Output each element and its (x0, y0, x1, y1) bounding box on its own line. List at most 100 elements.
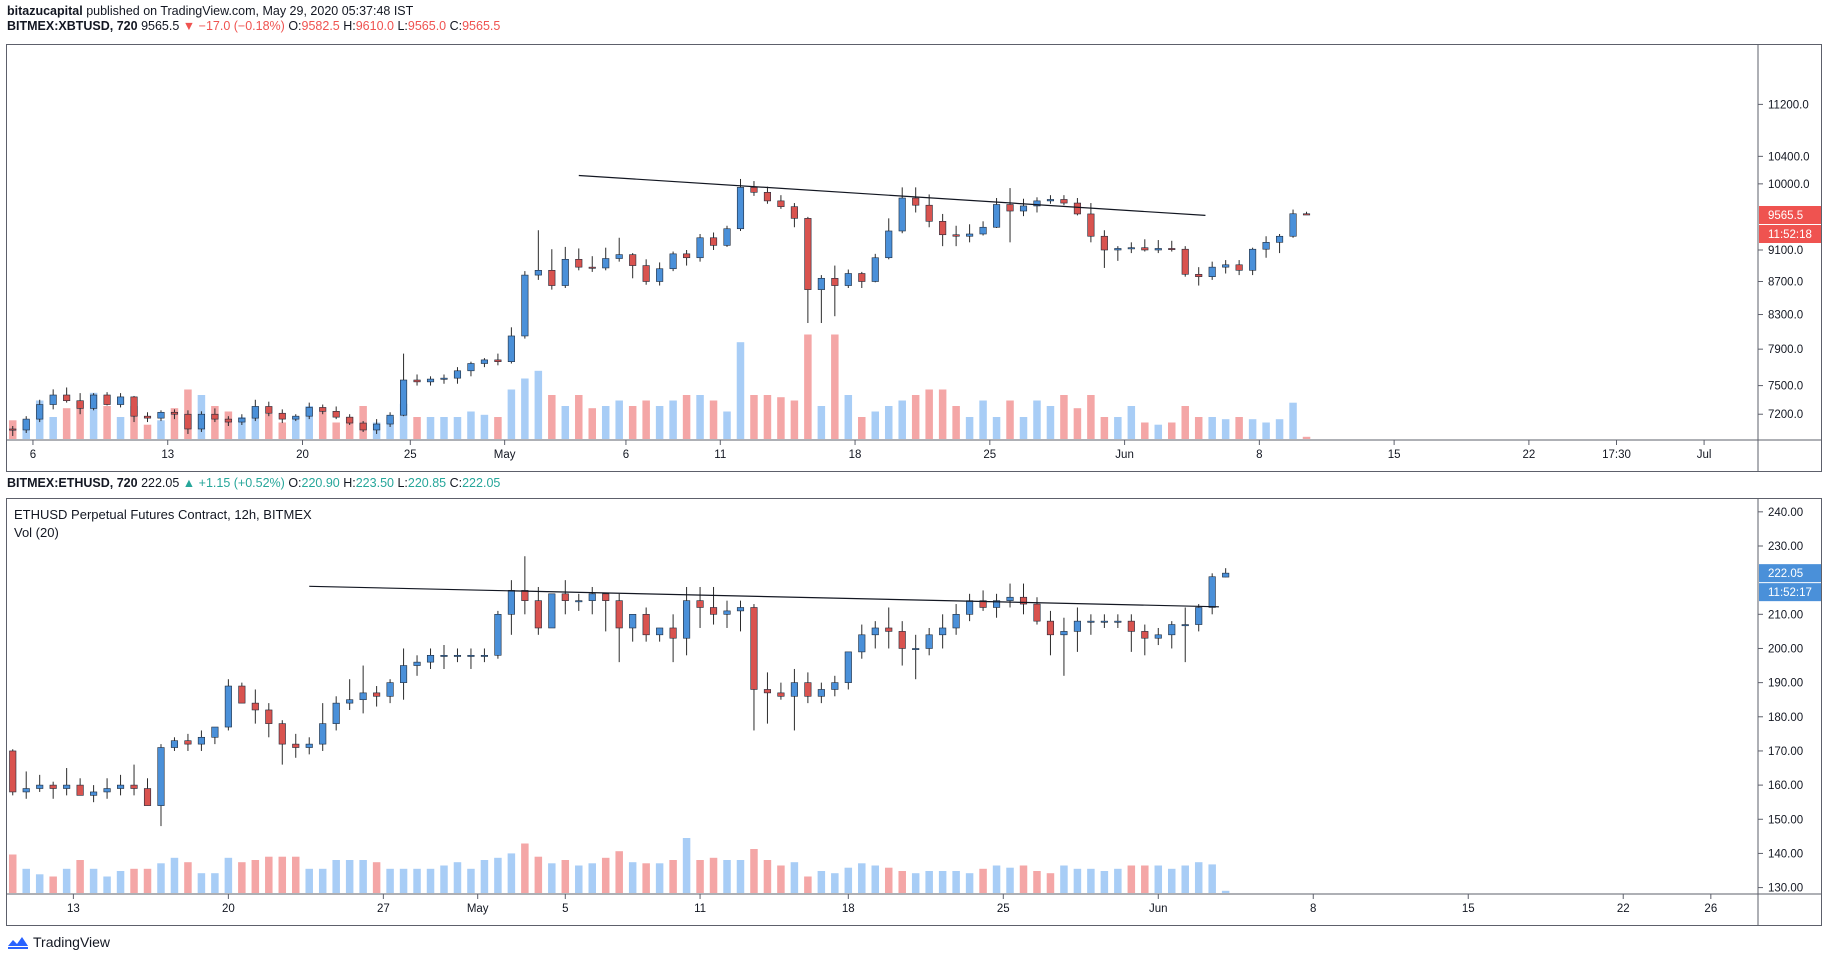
eth-candle (265, 703, 273, 738)
eth-volume-bar (1141, 865, 1149, 893)
eth-chart[interactable]: 240.00 230.00 210.00 200.00 190.00 180.00 170.… (6, 498, 1822, 928)
eth-candle (103, 778, 111, 799)
xbt-frame (6, 44, 1822, 472)
eth-candle (36, 774, 44, 792)
tradingview-logo-icon (8, 937, 28, 949)
xbt-volume-bar (777, 397, 785, 439)
eth-candle-body (224, 685, 232, 728)
eth-candle-body (925, 634, 933, 649)
xbt-candle-body (979, 226, 987, 235)
eth-candle-body (440, 655, 448, 657)
xbt-candle (885, 218, 893, 260)
eth-candle-body (683, 600, 691, 639)
xbt-candle (1141, 239, 1149, 252)
xbt-candle (763, 186, 771, 204)
xbt-countdown-tag (1759, 225, 1821, 244)
eth-candle (453, 648, 462, 663)
xbt-symbol[interactable]: BITMEX:XBTUSD, 720 (7, 19, 138, 33)
eth-candle (386, 679, 394, 704)
xbt-candle-body (1019, 205, 1028, 212)
xbt-candle-body (305, 407, 313, 417)
eth-candle-body (669, 627, 677, 639)
eth-candle (197, 730, 205, 751)
xbt-candle (1168, 240, 1176, 252)
xbt-candle (1276, 233, 1284, 254)
eth-volume-bar (817, 871, 826, 893)
eth-vol-indicator[interactable]: Vol (20) (14, 525, 59, 540)
eth-candle (494, 610, 502, 659)
eth-candle (629, 614, 637, 642)
xbt-candle (817, 275, 825, 324)
xbt-candle (319, 404, 327, 415)
eth-open-label: O: (288, 476, 302, 490)
xbt-candle-body (736, 187, 745, 230)
eth-candle (885, 607, 893, 649)
eth-candle-body (117, 784, 125, 789)
eth-close-label: C: (449, 476, 463, 490)
eth-candle (1168, 621, 1176, 649)
xbt-volume-bar (1275, 419, 1284, 439)
eth-candle-body (602, 593, 610, 601)
xbt-volume-bar (1127, 406, 1136, 439)
eth-volume-bar (521, 843, 529, 893)
eth-candle-body (426, 655, 435, 663)
xbt-candle-body (561, 258, 569, 286)
xbt-candle (426, 376, 435, 386)
xbt-candle (1006, 188, 1014, 243)
eth-volume-bar (359, 860, 367, 893)
xbt-volume-bar (1087, 395, 1095, 439)
eth-candle-body (898, 631, 906, 649)
eth-candle (1060, 617, 1068, 676)
author-name[interactable]: bitazucapital (7, 4, 83, 18)
xbt-candle (521, 271, 529, 339)
xbt-x-tick-label: Jul (1697, 449, 1712, 461)
xbt-candle (453, 367, 462, 384)
xbt-candle-body (548, 270, 556, 286)
eth-volume-bar (1154, 865, 1163, 893)
xbt-volume-bar (1208, 417, 1216, 439)
eth-candle-body (130, 784, 138, 789)
xbt-volume-bar (750, 395, 758, 439)
eth-volume-bar (278, 856, 287, 893)
xbt-volume-bar (992, 417, 1001, 439)
eth-volume-bar (736, 860, 745, 893)
eth-candle-body (103, 788, 111, 793)
eth-candle-body (1181, 624, 1189, 627)
eth-candle (400, 648, 408, 700)
eth-candle-body (63, 784, 71, 789)
xbt-candle (440, 374, 448, 384)
xbt-candle-body (400, 379, 408, 416)
eth-x-tick-label: 25 (997, 903, 1010, 915)
eth-x-tick-label: 26 (1704, 903, 1717, 915)
xbt-last-price-text: 9565.5 (1768, 210, 1803, 222)
eth-volume-bar (49, 876, 57, 893)
eth-volume-bar (467, 868, 475, 893)
eth-symbol[interactable]: BITMEX:ETHUSD, 720 (7, 476, 138, 490)
eth-candle-body (278, 723, 286, 745)
xbt-candle (346, 414, 354, 426)
xbt-volume-bar (1194, 417, 1203, 439)
eth-y-tick-label: 170.00 (1768, 746, 1803, 758)
xbt-volume-bar (938, 389, 947, 439)
eth-candle-body (1127, 620, 1135, 632)
xbt-volume-bar (89, 392, 98, 439)
footer-brand[interactable]: TradingView (33, 934, 111, 950)
eth-candle-body (265, 709, 273, 724)
eth-candle-body (804, 682, 812, 697)
eth-candle (143, 778, 152, 806)
eth-candle-body (548, 593, 556, 629)
xbt-candle (912, 187, 920, 213)
xbt-volume-bar (238, 417, 246, 439)
eth-candle-body (615, 600, 623, 629)
xbt-candle (467, 361, 475, 377)
xbt-candle-body (211, 413, 219, 420)
xbt-candle (197, 411, 205, 432)
xbt-volume-bar (790, 400, 799, 439)
eth-x-tick-label: 13 (67, 903, 80, 915)
xbt-candle-body (359, 422, 367, 431)
xbt-chart[interactable]: 11200.0 10400.0 10000.0 9100.0 8700.0 8300.0 7… (6, 44, 1822, 472)
xbt-candle-body (844, 273, 852, 286)
eth-volume-bar (103, 876, 111, 893)
xbt-volume-bar (561, 406, 570, 439)
eth-candle (939, 614, 947, 649)
